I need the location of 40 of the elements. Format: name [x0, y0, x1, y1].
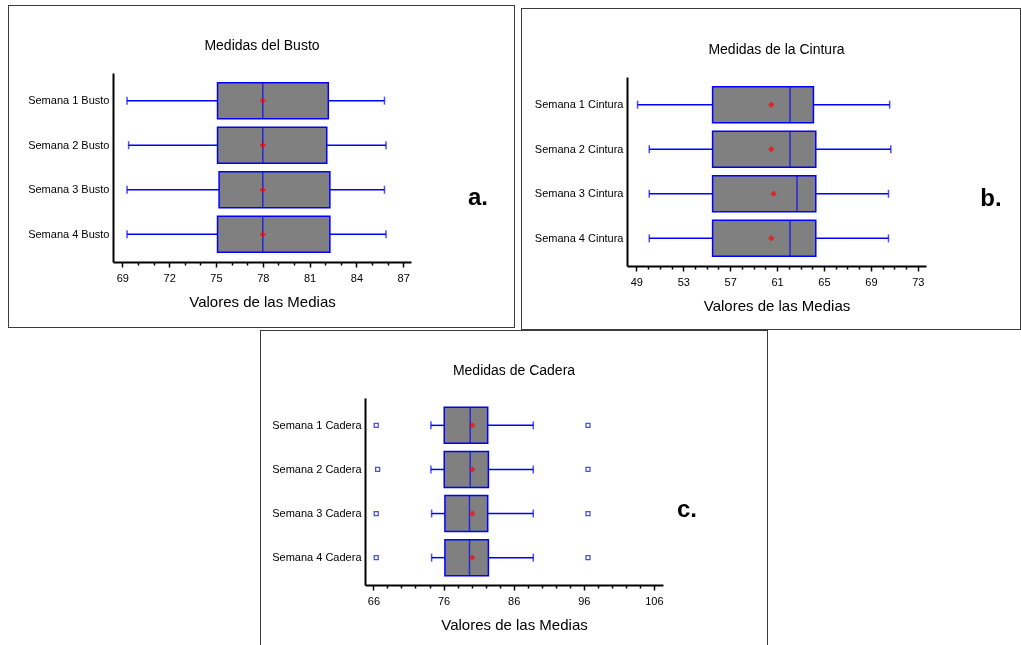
y-tick-label: Semana 4 Busto — [28, 227, 110, 240]
x-tick-label: 84 — [350, 271, 364, 284]
y-tick-label: Semana 2 Busto — [28, 138, 110, 151]
x-tick-label: 86 — [508, 594, 521, 607]
text: a. — [467, 183, 489, 210]
x-tick-label: 106 — [645, 594, 664, 607]
x-tick-label: 72 — [163, 271, 176, 284]
x-tick-label: 65 — [818, 275, 831, 288]
x-tick-label: 78 — [257, 271, 270, 284]
x-tick-label: 81 — [303, 271, 317, 284]
text: c. — [676, 495, 698, 522]
y-tick-label: Semana 4 Cadera — [272, 551, 363, 564]
chart-title: Medidas del Busto — [204, 37, 320, 53]
chart-title: Medidas de Cadera — [452, 362, 576, 378]
x-tick-label: 49 — [630, 275, 644, 288]
x-tick-label: 53 — [677, 275, 690, 288]
y-tick-label: Semana 2 Cintura — [534, 142, 625, 155]
chart-title: Medidas de la Cintura — [708, 41, 845, 57]
x-tick-label: 73 — [912, 275, 925, 288]
y-tick-label: Semana 2 Cadera — [272, 462, 363, 475]
x-axis-title: Valores de las Medias — [703, 296, 851, 314]
x-tick-label: 76 — [437, 594, 451, 607]
y-tick-label: Semana 3 Cintura — [534, 187, 625, 200]
x-tick-label: 96 — [578, 594, 591, 607]
x-axis-title: Valores de las Medias — [441, 615, 588, 633]
x-axis-title: Valores de las Medias — [189, 292, 336, 310]
y-tick-label: Semana 1 Cintura — [534, 98, 625, 111]
x-tick-label: 61 — [771, 275, 784, 288]
y-tick-label: Semana 4 Cintura — [534, 231, 625, 244]
x-tick-label: 69 — [865, 275, 878, 288]
x-tick-label: 66 — [367, 594, 381, 607]
y-tick-label: Semana 1 Busto — [28, 94, 110, 107]
x-tick-label: 75 — [210, 271, 223, 284]
text: b. — [980, 184, 1002, 211]
x-tick-label: 87 — [397, 271, 410, 284]
y-tick-label: Semana 1 Cadera — [272, 418, 363, 431]
y-tick-label: Semana 3 Cadera — [272, 507, 363, 520]
y-tick-label: Semana 3 Busto — [28, 183, 110, 196]
x-tick-label: 57 — [724, 275, 737, 288]
x-tick-label: 69 — [116, 271, 129, 284]
